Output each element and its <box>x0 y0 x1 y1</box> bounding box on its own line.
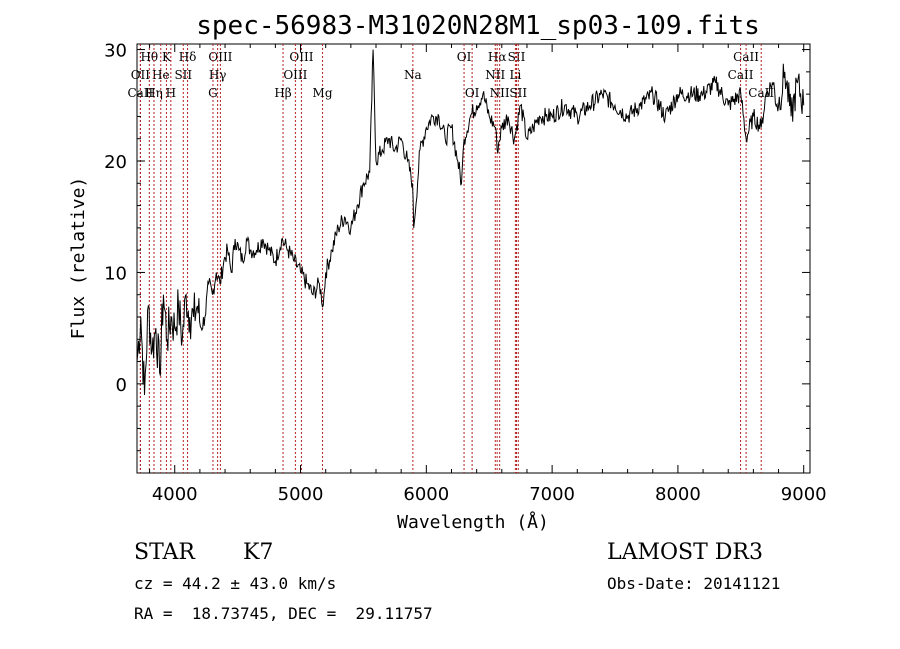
spectral-line-label: OIII <box>208 50 232 64</box>
y-axis-label: Flux (relative) <box>68 177 89 340</box>
chart-title: spec-56983-M31020N28M1_sp03-109.fits <box>196 11 760 41</box>
coordinates: RA = 18.73745, DEC = 29.11757 <box>134 604 433 623</box>
spectral-line-label: CaII <box>127 86 153 100</box>
spectral-line-label: Hβ <box>274 86 291 100</box>
spectral-line-label: Hα <box>488 50 507 64</box>
spectral-line-label: NII <box>490 86 510 100</box>
y-tick-label: 20 <box>104 152 127 173</box>
spectral-line-label: CaII <box>733 50 759 64</box>
x-tick-label: 8000 <box>655 484 701 505</box>
spectral-lines: Hθ OII CaII K He Hη Hδ SII H OIII Hγ G OIII OIII Hβ Mg N… <box>127 44 774 473</box>
spectral-line-label: OI <box>457 50 472 64</box>
y-tick-label: 0 <box>116 375 127 396</box>
spectral-line-label: Mg <box>313 86 333 100</box>
spectral-line-label: OI <box>465 86 480 100</box>
spectral-line-label: G <box>208 86 218 100</box>
spectral-line-label: OII <box>131 68 151 82</box>
spectral-line-label: SII <box>508 50 526 64</box>
plot-frame <box>136 43 811 474</box>
spectral-line-label: CaII <box>748 86 774 100</box>
spectral-line-label: Li <box>509 68 521 82</box>
spectral-line-label: OIII <box>289 50 313 64</box>
spectral-line-label: Na <box>404 68 422 82</box>
x-tick-label: 5000 <box>278 484 324 505</box>
spectral-line-label: Hγ <box>209 68 227 82</box>
redshift-cz: cz = 44.2 ± 43.0 km/s <box>134 574 337 593</box>
spectral-line-label: SII <box>509 86 527 100</box>
object-subclass: K7 <box>243 540 274 565</box>
spectral-line-label: K <box>162 50 172 64</box>
spectral-line-label: He <box>152 68 170 82</box>
x-tick-label: 9000 <box>781 484 827 505</box>
x-tick-label: 6000 <box>403 484 449 505</box>
y-tick-label: 30 <box>104 41 127 62</box>
x-axis-label: Wavelength (Å) <box>397 511 549 533</box>
spectral-line-label: NII <box>485 68 505 82</box>
x-tick-label: 7000 <box>529 484 575 505</box>
spectral-line-label: Hδ <box>179 50 197 64</box>
obs-date: Obs-Date: 20141121 <box>607 574 781 593</box>
spectrum-series-line <box>136 49 805 396</box>
spectral-line-label: OIII <box>283 68 307 82</box>
spectral-line-label: Hη <box>145 86 163 100</box>
axis-ticks: 4000 5000 6000 7000 8000 9000 0 10 20 30 <box>104 41 827 505</box>
spectral-line-label: SII <box>174 68 192 82</box>
spectral-line-label: Hθ <box>140 50 158 64</box>
spectral-line-label: H <box>166 86 176 100</box>
object-class: STAR <box>134 540 195 565</box>
survey-name: LAMOST DR3 <box>607 540 763 565</box>
spectral-line-label: CaII <box>728 68 754 82</box>
y-tick-label: 10 <box>104 263 127 284</box>
x-tick-label: 4000 <box>152 484 198 505</box>
